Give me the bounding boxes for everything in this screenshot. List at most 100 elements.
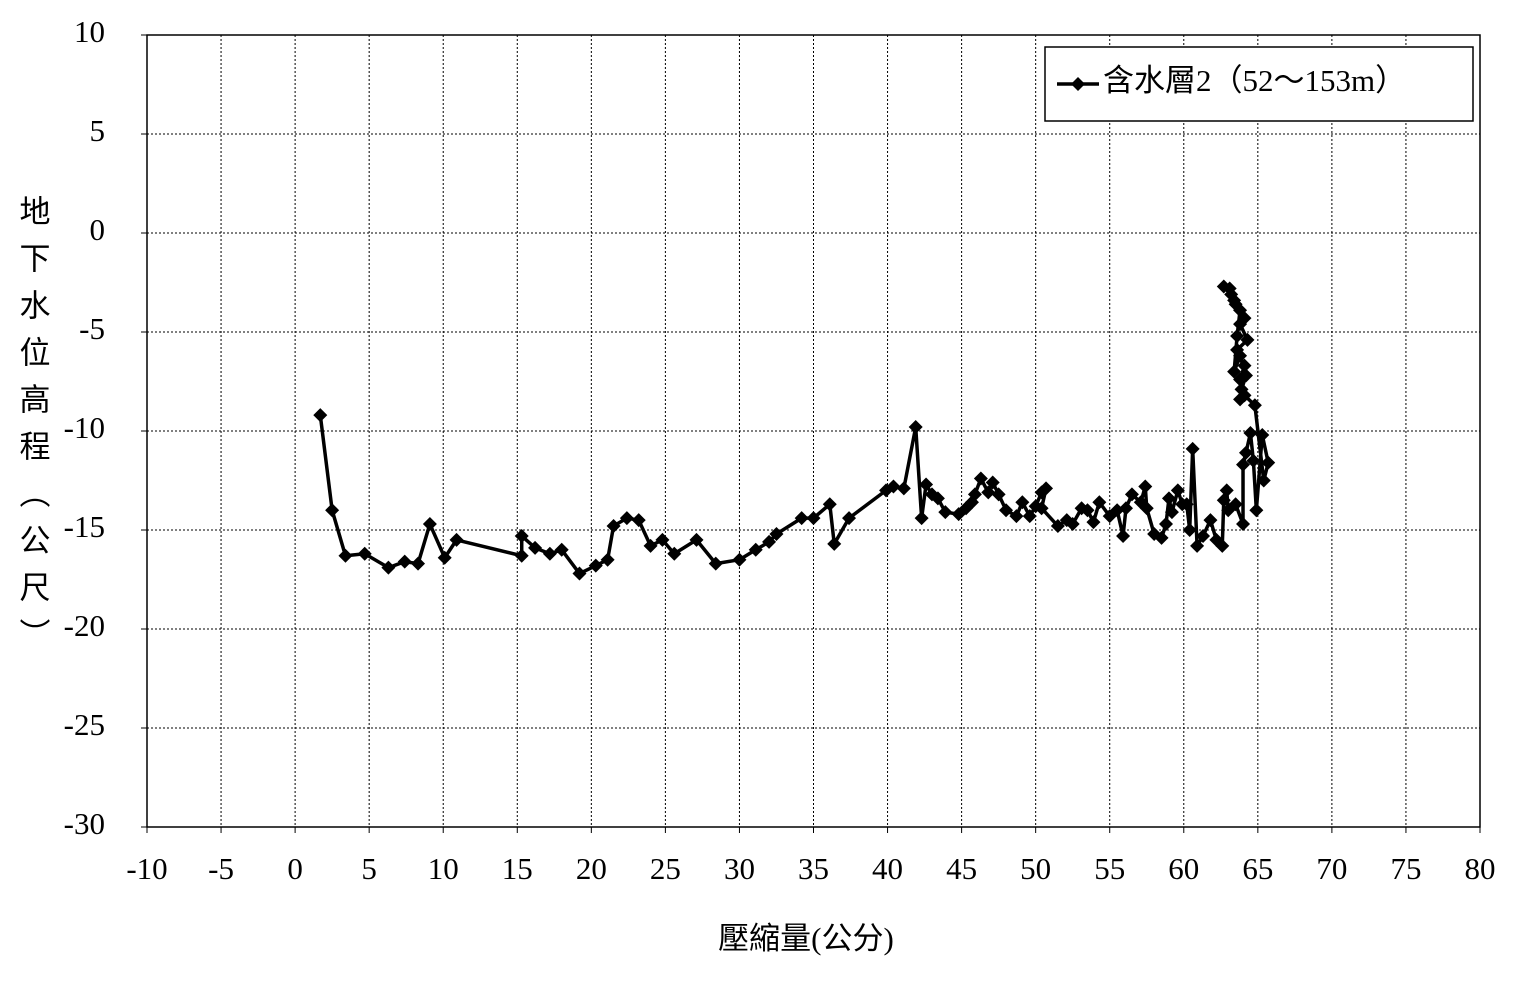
legend-marker — [1071, 77, 1085, 91]
data-point — [1161, 491, 1176, 506]
data-point — [325, 503, 340, 518]
data-point — [914, 511, 929, 526]
data-point — [1249, 503, 1264, 518]
data-point — [1182, 523, 1197, 537]
data-point — [631, 513, 646, 528]
x-axis-label: 壓縮量(公分) — [718, 921, 894, 956]
data-point — [1247, 398, 1262, 413]
data-point — [1236, 517, 1251, 532]
data-point — [422, 517, 437, 532]
data-point — [1236, 457, 1251, 472]
data-point — [1227, 293, 1242, 308]
data-point — [806, 511, 821, 526]
data-point — [1065, 517, 1080, 532]
data-point — [1256, 473, 1271, 488]
data-point — [572, 566, 587, 581]
x-tick-label: 50 — [1020, 851, 1051, 886]
y-tick-label: -5 — [79, 311, 105, 346]
data-point — [1170, 483, 1185, 498]
data-point — [985, 475, 1000, 490]
data-point — [1086, 515, 1101, 530]
data-point — [1215, 538, 1230, 553]
y-tick-label: 10 — [74, 14, 105, 49]
y-tick-label: -30 — [64, 806, 105, 841]
data-point — [1219, 483, 1234, 498]
data-point — [381, 560, 396, 575]
data-point — [732, 552, 747, 567]
data-point — [991, 487, 1006, 502]
x-tick-label: 70 — [1316, 851, 1347, 886]
data-point — [449, 532, 464, 547]
data-point — [1234, 382, 1249, 397]
data-point — [1237, 358, 1252, 373]
data-point — [842, 511, 857, 526]
x-tick-label: -5 — [208, 851, 234, 886]
data-point — [1233, 348, 1248, 363]
data-point — [769, 526, 784, 541]
data-point — [643, 538, 658, 553]
x-tick-label: 80 — [1465, 851, 1496, 886]
data-point — [822, 497, 837, 512]
data-point — [1238, 445, 1253, 460]
data-point — [967, 487, 982, 502]
data-point — [689, 532, 704, 547]
data-point — [600, 552, 615, 567]
x-tick-label: 35 — [798, 851, 829, 886]
data-point — [827, 536, 842, 551]
data-point — [1138, 479, 1153, 494]
data-point — [1116, 528, 1131, 543]
data-point — [1092, 495, 1107, 510]
x-tick-label: 25 — [650, 851, 681, 886]
data-point — [437, 550, 452, 565]
data-point — [919, 477, 934, 492]
data-point — [1230, 328, 1245, 343]
y-tick-label: -20 — [64, 608, 105, 643]
data-point — [981, 485, 996, 500]
y-axis-label: 地下水位高程（公尺） — [15, 195, 51, 665]
data-point — [542, 546, 557, 561]
x-tick-label: 65 — [1242, 851, 1273, 886]
data-point — [1050, 519, 1065, 534]
data-point — [999, 503, 1014, 518]
y-tick-label: -15 — [64, 509, 105, 544]
data-point — [1022, 509, 1037, 524]
plot-frame — [146, 34, 1481, 828]
data-point — [1139, 501, 1154, 516]
data-point — [313, 408, 328, 423]
data-point — [1261, 455, 1276, 470]
data-point — [908, 420, 923, 435]
x-tick-label: 75 — [1390, 851, 1421, 886]
data-point — [886, 479, 901, 494]
data-point — [1222, 281, 1237, 296]
data-point — [1233, 303, 1248, 318]
data-point — [1203, 513, 1218, 528]
data-point — [1124, 487, 1139, 502]
data-point — [667, 546, 682, 561]
data-point — [528, 540, 543, 555]
data-point — [1039, 481, 1054, 496]
x-tick-label: 15 — [502, 851, 533, 886]
x-tick-label: 60 — [1168, 851, 1199, 886]
data-point — [338, 548, 353, 563]
data-point — [1119, 501, 1134, 516]
data-point — [514, 548, 529, 563]
data-point — [357, 546, 372, 561]
data-point — [606, 519, 621, 534]
x-tick-label: 30 — [724, 851, 755, 886]
y-tick-label: 5 — [90, 113, 106, 148]
y-tick-label: 0 — [90, 212, 106, 247]
data-point — [1164, 505, 1179, 520]
x-tick-label: -10 — [126, 851, 167, 886]
data-point — [1240, 332, 1255, 347]
data-point — [1227, 364, 1242, 379]
data-point — [762, 534, 777, 549]
x-tick-label: 55 — [1094, 851, 1125, 886]
x-tick-label: 40 — [872, 851, 903, 886]
data-point — [930, 491, 945, 506]
y-tick-label: -25 — [64, 707, 105, 742]
data-point — [1255, 427, 1270, 442]
y-tick-label: -10 — [64, 410, 105, 445]
data-point — [1154, 530, 1169, 545]
data-point — [1233, 392, 1248, 407]
